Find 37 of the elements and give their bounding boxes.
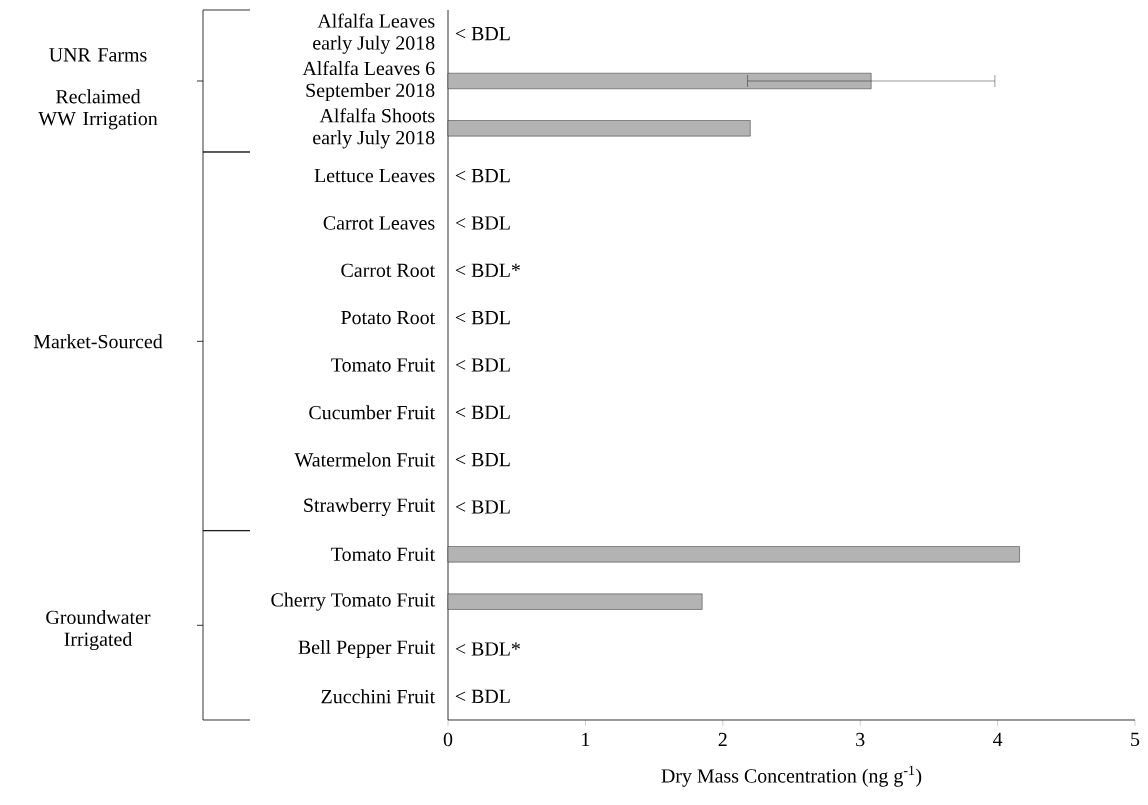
x-tick-label: 4 — [993, 732, 1003, 746]
text: < BDL — [455, 216, 510, 230]
text: < BDL — [455, 500, 510, 514]
y-tick-label: Alfalfa Shoots early July 2018 — [313, 108, 435, 149]
text: Groundwater Irrigated — [46, 610, 151, 651]
y-tick-label: Tomato Fruit — [331, 547, 436, 562]
text: < BDL — [455, 689, 510, 703]
text: UNR Farms — [49, 48, 147, 62]
y-tick-label: Carrot Leaves — [323, 216, 435, 230]
y-tick-label: Potato Root — [341, 311, 436, 325]
y-tick-label: Watermelon Fruit — [294, 452, 436, 467]
y-tick-label: Lettuce Leaves — [314, 169, 435, 183]
y-tick-label: Tomato Fruit — [331, 358, 436, 372]
x-tick-label: 3 — [856, 732, 865, 747]
x-tick-label: 1 — [582, 732, 590, 746]
y-tick-label: Zucchini Fruit — [321, 689, 436, 704]
x-tick-label: 0 — [443, 732, 453, 747]
text: < BDL* — [455, 642, 520, 656]
y-tick-label: Carrot Root — [341, 263, 436, 278]
text: < BDL — [455, 453, 510, 467]
y-tick-label: Cucumber Fruit — [309, 405, 436, 420]
text: < BDL — [455, 405, 510, 419]
text: Market-Sourced — [33, 334, 163, 349]
text: < BDL — [455, 169, 510, 183]
text: < BDL* — [455, 263, 520, 277]
x-tick-label: 5 — [1131, 732, 1140, 747]
y-tick-label: Bell Pepper Fruit — [298, 639, 436, 659]
text: < BDL — [455, 311, 510, 325]
x-axis-title: Dry Mass Concentration (ng g$^{-1}$) — [661, 765, 922, 787]
x-tick-label: 2 — [718, 732, 727, 747]
y-tick-label: Cherry Tomato Fruit — [271, 592, 436, 611]
y-tick-label: Strawberry Fruit — [304, 497, 436, 517]
text: Reclaimed WW Irrigation — [38, 89, 158, 130]
text: < BDL — [455, 27, 510, 41]
y-tick-label: Alfalfa Leaves 6 September 2018 — [302, 60, 435, 102]
text: < BDL — [455, 358, 510, 372]
y-tick-label: Alfalfa Leaves early July 2018 — [313, 13, 435, 54]
